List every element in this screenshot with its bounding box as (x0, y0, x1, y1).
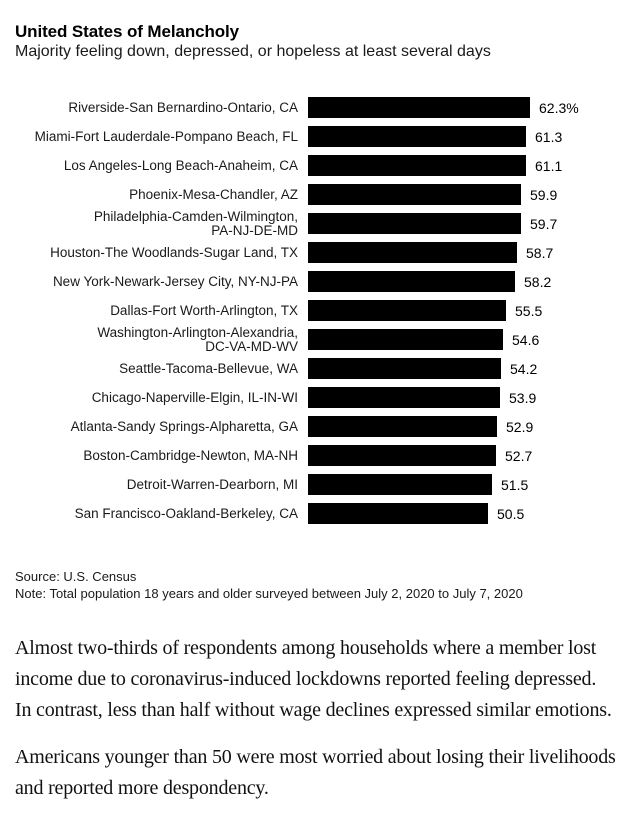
bar (308, 213, 521, 234)
category-label: Philadelphia-Camden-Wilmington, PA-NJ-DE… (93, 208, 298, 238)
category-label: Los Angeles-Long Beach-Anaheim, CA (63, 157, 298, 173)
chart-row: Miami-Fort Lauderdale-Pompano Beach, FL 6… (15, 122, 615, 151)
bar (308, 155, 526, 176)
chart-row: New York-Newark-Jersey City, NY-NJ-PA 58.… (15, 267, 615, 296)
chart-header: United States of Melancholy Majority fee… (15, 22, 615, 62)
chart-row: San Francisco-Oakland-Berkeley, CA 50.5 (15, 499, 615, 528)
category-label: Miami-Fort Lauderdale-Pompano Beach, FL (34, 128, 298, 144)
chart-row: Phoenix-Mesa-Chandler, AZ 59.9 (15, 180, 615, 209)
value-label: 50.5 (497, 505, 525, 522)
body-paragraph-1: Almost two-thirds of respondents among h… (15, 637, 612, 721)
category-label: Detroit-Warren-Dearborn, MI (126, 476, 298, 492)
chart-subtitle: Majority feeling down, depressed, or hop… (15, 43, 491, 60)
chart-footnotes: Source: U.S. Census Note: Total populati… (15, 568, 615, 602)
bar (308, 329, 503, 350)
chart-row: Riverside-San Bernardino-Ontario, CA 62.3… (15, 93, 615, 122)
category-label: San Francisco-Oakland-Berkeley, CA (74, 505, 298, 521)
bar (308, 300, 506, 321)
bar (308, 184, 521, 205)
value-label: 53.9 (509, 389, 537, 406)
article-body: Almost two-thirds of respondents among h… (15, 633, 617, 804)
bar (308, 445, 496, 466)
chart-row: Chicago-Naperville-Elgin, IL-IN-WI 53.9 (15, 383, 615, 412)
value-label: 58.7 (526, 244, 554, 261)
bar (308, 126, 526, 147)
horizontal-bar-chart: Riverside-San Bernardino-Ontario, CA 62.3… (15, 93, 615, 528)
value-label: 62.3% (539, 99, 579, 116)
category-label: Washington-Arlington-Alexandria, DC-VA-M… (97, 324, 298, 354)
chart-title: United States of Melancholy (15, 22, 240, 41)
bar (308, 474, 492, 495)
bar (308, 387, 500, 408)
chart-row: Los Angeles-Long Beach-Anaheim, CA 61.1 (15, 151, 615, 180)
value-label: 52.7 (505, 447, 533, 464)
chart-row: Boston-Cambridge-Newton, MA-NH 52.7 (15, 441, 615, 470)
chart-row: Washington-Arlington-Alexandria, DC-VA-M… (15, 325, 615, 354)
bar (308, 97, 530, 118)
value-label: 55.5 (515, 302, 543, 319)
value-label: 58.2 (524, 273, 552, 290)
category-label: New York-Newark-Jersey City, NY-NJ-PA (52, 273, 298, 289)
value-label: 61.3 (535, 128, 563, 145)
value-label: 54.2 (510, 360, 538, 377)
value-label: 61.1 (535, 157, 563, 174)
chart-row: Dallas-Fort Worth-Arlington, TX 55.5 (15, 296, 615, 325)
chart-source: Source: U.S. Census (15, 569, 137, 584)
chart-row: Seattle-Tacoma-Bellevue, WA 54.2 (15, 354, 615, 383)
chart-note: Note: Total population 18 years and olde… (15, 586, 523, 601)
category-label: Houston-The Woodlands-Sugar Land, TX (50, 244, 298, 260)
chart-row: Philadelphia-Camden-Wilmington, PA-NJ-DE… (15, 209, 615, 238)
body-paragraph-2: Americans younger than 50 were most worr… (15, 746, 616, 799)
category-label: Seattle-Tacoma-Bellevue, WA (119, 360, 298, 376)
bar (308, 358, 501, 379)
value-label: 54.6 (512, 331, 540, 348)
category-label: Boston-Cambridge-Newton, MA-NH (83, 447, 298, 463)
bar (308, 416, 497, 437)
value-label: 59.9 (530, 186, 558, 203)
category-label: Phoenix-Mesa-Chandler, AZ (129, 186, 298, 202)
bar (308, 503, 488, 524)
chart-row: Houston-The Woodlands-Sugar Land, TX 58.7 (15, 238, 615, 267)
chart-row: Detroit-Warren-Dearborn, MI 51.5 (15, 470, 615, 499)
value-label: 59.7 (530, 215, 558, 232)
category-label: Dallas-Fort Worth-Arlington, TX (110, 302, 298, 318)
bar (308, 242, 517, 263)
value-label: 52.9 (506, 418, 534, 435)
category-label: Chicago-Naperville-Elgin, IL-IN-WI (91, 389, 298, 405)
chart-row: Atlanta-Sandy Springs-Alpharetta, GA 52.9 (15, 412, 615, 441)
bar (308, 271, 515, 292)
value-label: 51.5 (501, 476, 529, 493)
category-label: Atlanta-Sandy Springs-Alpharetta, GA (70, 418, 298, 434)
category-label: Riverside-San Bernardino-Ontario, CA (68, 99, 298, 115)
